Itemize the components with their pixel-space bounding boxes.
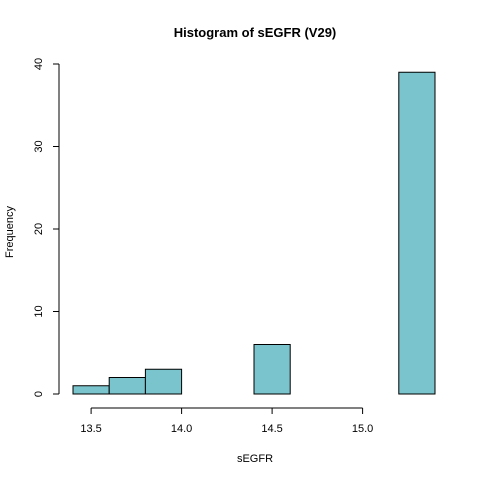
- x-tick-label: 13.5: [80, 423, 101, 435]
- histogram-bar: [253, 344, 291, 395]
- x-axis-label: sEGFR: [237, 453, 273, 465]
- y-tick-label: 0: [33, 391, 45, 397]
- x-tick-label: 14.0: [171, 423, 192, 435]
- chart-title: Histogram of sEGFR (V29): [174, 25, 337, 40]
- x-axis: 13.5 14.0 14.5 15.0: [80, 407, 373, 435]
- x-tick-label: 15.0: [352, 423, 373, 435]
- x-tick-label: 14.5: [261, 423, 282, 435]
- y-axis-label: Frequency: [4, 206, 16, 258]
- y-axis: 0 10 20 30 40: [33, 58, 60, 397]
- y-tick-label: 20: [33, 223, 45, 235]
- y-tick-label: 30: [33, 140, 45, 152]
- histogram-bar: [108, 377, 146, 395]
- histogram-bar: [72, 385, 110, 395]
- histogram-bar: [398, 71, 436, 395]
- histogram-bar: [144, 368, 183, 395]
- y-tick-label: 10: [33, 305, 45, 317]
- y-tick-label: 40: [33, 58, 45, 70]
- bars-group: [72, 71, 436, 395]
